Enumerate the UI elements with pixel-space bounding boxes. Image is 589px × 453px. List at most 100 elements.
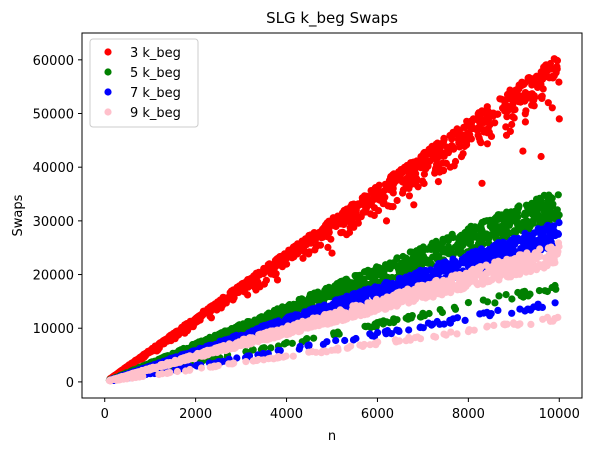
- point-series-1: [448, 142, 456, 150]
- point-series-2: [508, 295, 516, 303]
- point-series-1: [434, 178, 442, 186]
- point-series-2: [483, 217, 491, 225]
- point-series-1: [331, 222, 339, 230]
- point-series-1: [354, 215, 362, 223]
- point-series-1: [491, 119, 499, 127]
- point-series-1: [209, 304, 217, 312]
- point-series-2: [420, 245, 428, 253]
- point-series-1: [410, 201, 418, 209]
- point-series-4: [321, 347, 329, 355]
- point-series-2: [515, 202, 523, 210]
- point-series-1: [393, 196, 401, 205]
- point-series-4: [514, 270, 522, 278]
- point-series-1: [359, 209, 367, 217]
- point-series-1: [555, 115, 563, 123]
- point-series-1: [226, 289, 234, 297]
- point-series-1: [405, 180, 414, 188]
- point-series-2: [288, 339, 296, 347]
- point-series-1: [506, 89, 514, 97]
- y-tick-label: 0: [66, 376, 74, 391]
- y-tick-label: 30000: [33, 215, 74, 230]
- point-series-4: [504, 257, 513, 265]
- point-series-4: [482, 269, 490, 277]
- point-series-4: [490, 321, 498, 329]
- point-series-3: [488, 249, 496, 257]
- point-series-4: [501, 320, 509, 328]
- point-series-1: [184, 322, 192, 330]
- point-series-3: [483, 308, 491, 316]
- point-series-4: [412, 287, 420, 295]
- point-series-2: [354, 277, 362, 285]
- point-series-1: [310, 232, 318, 240]
- point-series-1: [384, 202, 392, 210]
- point-series-4: [253, 356, 261, 365]
- point-series-4: [327, 312, 335, 320]
- point-series-3: [494, 240, 502, 248]
- point-series-2: [524, 292, 532, 300]
- point-series-4: [191, 352, 199, 360]
- point-series-1: [197, 311, 205, 319]
- point-series-1: [499, 104, 507, 112]
- point-series-3: [477, 245, 485, 253]
- point-series-1: [548, 104, 556, 112]
- point-series-1: [440, 134, 448, 142]
- point-series-2: [400, 267, 408, 275]
- point-series-2: [537, 217, 545, 225]
- point-series-1: [348, 201, 357, 209]
- point-series-2: [366, 268, 374, 276]
- point-series-1: [342, 216, 350, 224]
- point-series-3: [446, 316, 454, 324]
- point-series-1: [530, 102, 538, 110]
- legend-label: 3 k_beg: [130, 46, 181, 61]
- point-series-4: [144, 366, 152, 374]
- point-series-1: [508, 113, 517, 121]
- point-series-4: [527, 320, 535, 328]
- point-series-1: [440, 152, 448, 160]
- point-series-2: [275, 306, 283, 314]
- point-series-4: [289, 352, 297, 360]
- point-series-3: [356, 289, 364, 298]
- point-series-4: [549, 317, 557, 325]
- point-series-4: [197, 364, 206, 372]
- point-series-2: [317, 290, 325, 298]
- legend-marker: [104, 48, 112, 56]
- point-series-1: [344, 209, 352, 217]
- point-series-3: [524, 241, 532, 249]
- x-tick-label: 0: [101, 407, 109, 422]
- point-series-2: [464, 299, 472, 307]
- point-series-4: [371, 339, 379, 347]
- point-series-1: [276, 253, 284, 261]
- point-series-1: [457, 153, 466, 161]
- point-series-3: [458, 255, 466, 263]
- point-series-1: [399, 189, 407, 197]
- point-series-4: [186, 365, 194, 374]
- point-series-2: [509, 229, 517, 237]
- point-series-2: [265, 312, 273, 320]
- y-axis-label: Swaps: [11, 194, 26, 236]
- point-series-2: [450, 303, 458, 311]
- point-series-2: [334, 328, 342, 336]
- point-series-3: [530, 229, 539, 237]
- point-series-2: [427, 245, 435, 253]
- point-series-2: [283, 304, 291, 312]
- point-series-2: [428, 239, 436, 247]
- point-series-3: [381, 328, 389, 336]
- point-series-4: [106, 377, 114, 385]
- point-series-2: [352, 283, 360, 291]
- point-series-2: [497, 211, 506, 219]
- point-series-4: [465, 271, 473, 279]
- point-series-1: [504, 102, 512, 111]
- point-series-3: [416, 323, 425, 331]
- point-series-1: [555, 78, 563, 86]
- point-series-2: [435, 252, 443, 260]
- point-series-2: [521, 209, 529, 217]
- point-series-4: [523, 249, 531, 257]
- point-series-1: [389, 184, 397, 192]
- point-series-3: [387, 281, 395, 289]
- point-series-1: [371, 187, 379, 195]
- point-series-1: [336, 217, 344, 225]
- point-series-1: [436, 146, 444, 155]
- point-series-4: [395, 337, 404, 345]
- point-series-4: [392, 296, 400, 304]
- point-series-2: [455, 235, 463, 243]
